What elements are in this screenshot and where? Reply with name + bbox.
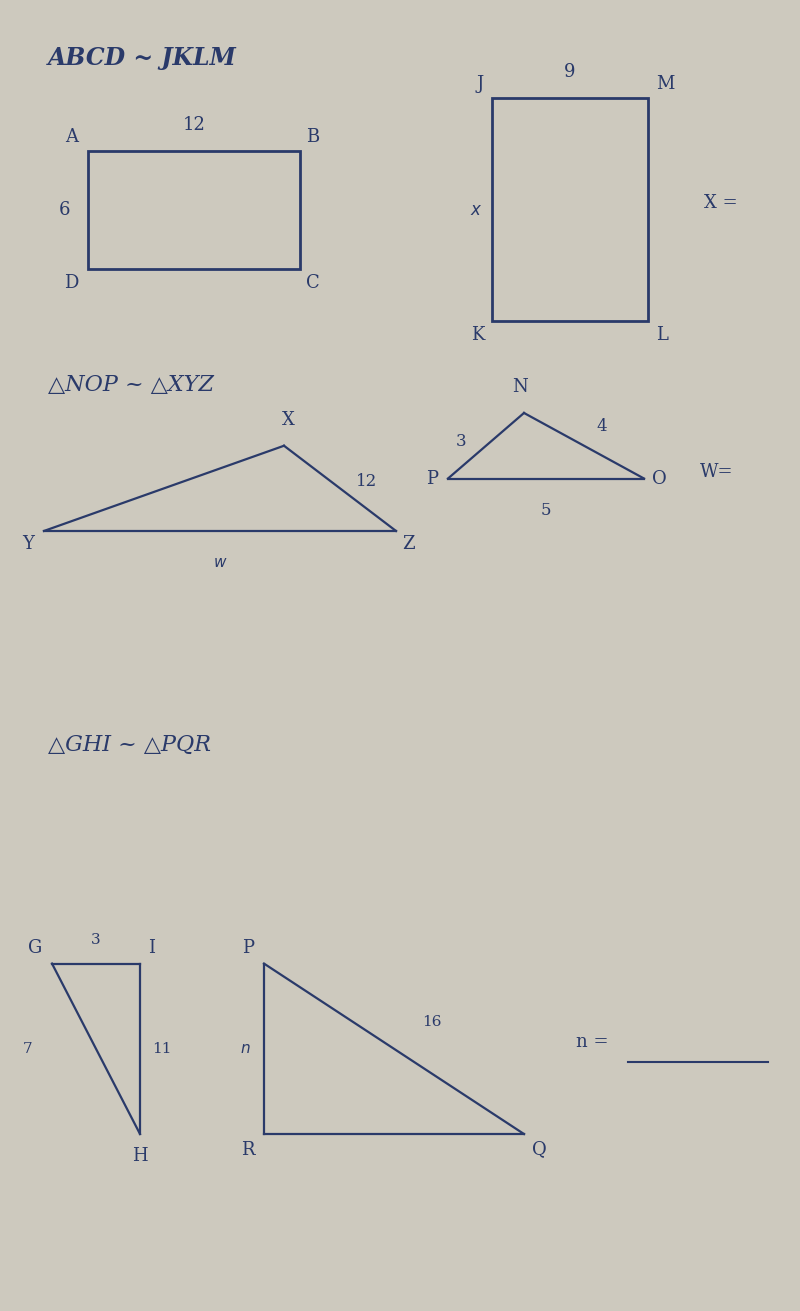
Text: n: n	[240, 1041, 250, 1057]
Text: 16: 16	[422, 1015, 442, 1029]
Text: J: J	[477, 75, 484, 93]
Text: n =: n =	[576, 1033, 609, 1051]
Text: x: x	[470, 201, 480, 219]
Text: ABCD ~ JKLM: ABCD ~ JKLM	[48, 46, 237, 69]
Text: 3: 3	[455, 434, 466, 450]
Text: K: K	[470, 326, 484, 345]
Text: Y: Y	[22, 535, 34, 553]
Text: w: w	[214, 555, 226, 569]
Text: R: R	[241, 1141, 254, 1159]
Text: 12: 12	[356, 473, 378, 490]
Text: O: O	[652, 469, 666, 488]
Text: 9: 9	[564, 63, 576, 81]
Text: P: P	[426, 469, 438, 488]
Text: C: C	[306, 274, 320, 292]
Text: L: L	[656, 326, 668, 345]
Text: A: A	[66, 127, 78, 146]
Text: X: X	[282, 410, 294, 429]
Bar	[492, 98, 648, 321]
Text: N: N	[512, 378, 528, 396]
Text: Q: Q	[532, 1141, 546, 1159]
Text: 11: 11	[152, 1042, 171, 1055]
Text: M: M	[656, 75, 674, 93]
Text: W=: W=	[700, 463, 734, 481]
Text: H: H	[132, 1147, 148, 1165]
Text: I: I	[148, 939, 155, 957]
Text: G: G	[28, 939, 42, 957]
Text: 4: 4	[596, 418, 606, 435]
Bar	[88, 151, 300, 269]
Text: B: B	[306, 127, 320, 146]
Text: 12: 12	[182, 115, 206, 134]
Text: D: D	[64, 274, 78, 292]
Text: X =: X =	[704, 194, 738, 212]
Text: 3: 3	[91, 932, 101, 947]
Text: P: P	[242, 939, 254, 957]
Text: △NOP ~ △XYZ: △NOP ~ △XYZ	[48, 374, 214, 396]
Text: 5: 5	[541, 502, 551, 519]
Text: Z: Z	[402, 535, 415, 553]
Text: 6: 6	[59, 201, 70, 219]
Text: 7: 7	[22, 1042, 32, 1055]
Text: △GHI ~ △PQR: △GHI ~ △PQR	[48, 734, 211, 756]
